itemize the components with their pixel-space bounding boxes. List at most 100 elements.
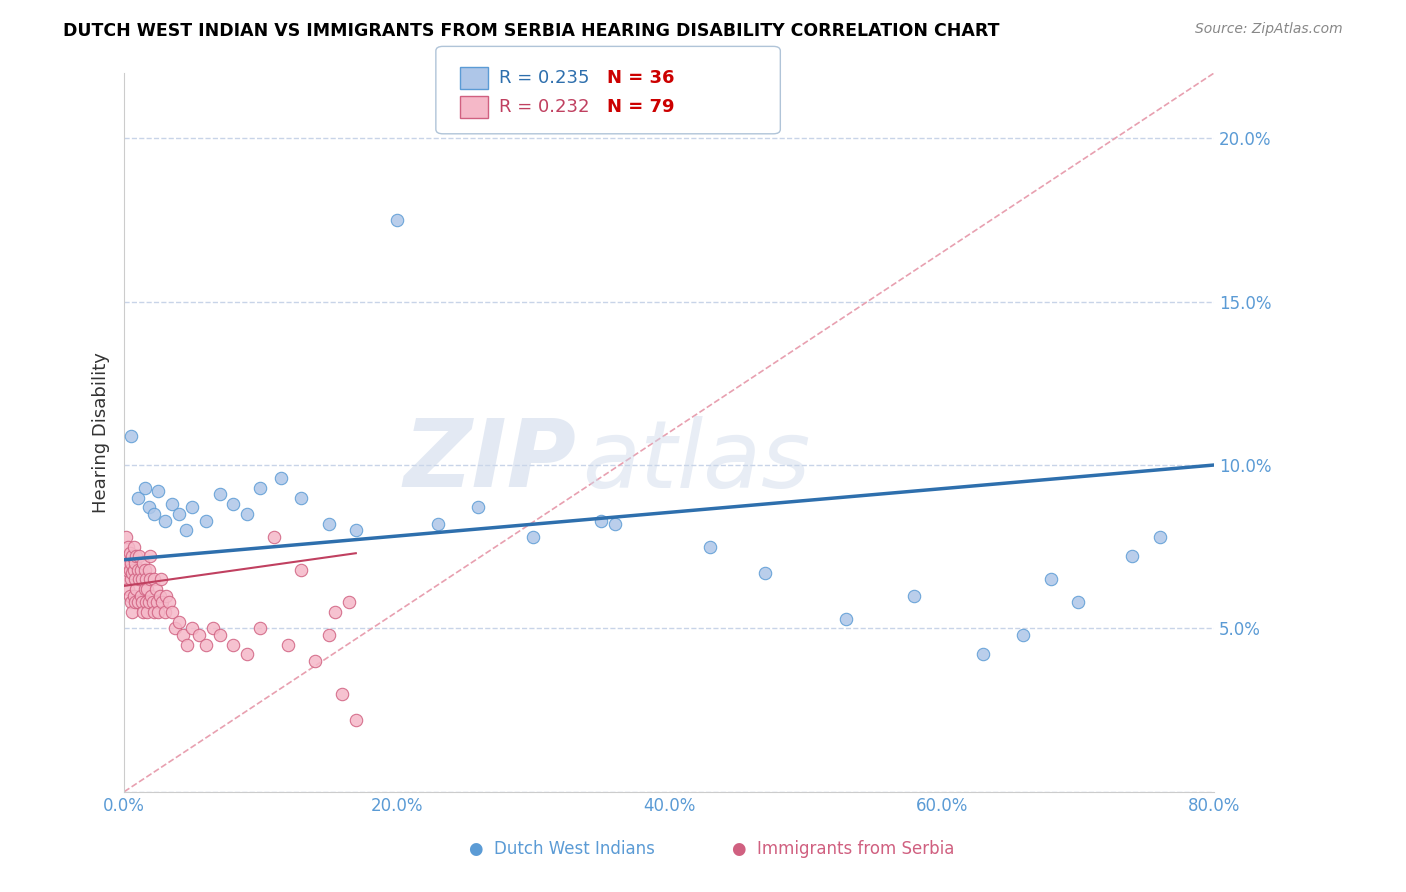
Text: N = 36: N = 36	[607, 69, 675, 87]
Point	[522, 530, 544, 544]
Point	[124, 595, 146, 609]
Point	[160, 605, 183, 619]
Point	[132, 605, 155, 619]
Point	[208, 487, 231, 501]
Point	[1149, 530, 1171, 544]
Point	[149, 589, 172, 603]
Point	[125, 549, 148, 564]
Point	[181, 500, 204, 515]
Point	[344, 524, 367, 538]
Point	[270, 471, 292, 485]
Text: atlas: atlas	[582, 416, 810, 507]
Point	[124, 556, 146, 570]
Point	[263, 530, 285, 544]
Point	[325, 605, 347, 619]
Text: ●  Dutch West Indians: ● Dutch West Indians	[470, 840, 655, 858]
Point	[167, 507, 190, 521]
Point	[385, 213, 408, 227]
Point	[194, 638, 217, 652]
Point	[134, 481, 156, 495]
Y-axis label: Hearing Disability: Hearing Disability	[93, 352, 110, 513]
Point	[141, 589, 163, 603]
Point	[1121, 549, 1143, 564]
Text: R = 0.232: R = 0.232	[499, 98, 589, 116]
Point	[330, 687, 353, 701]
Point	[139, 572, 162, 586]
Point	[139, 549, 162, 564]
Point	[153, 514, 176, 528]
Point	[426, 516, 449, 531]
Point	[249, 621, 271, 635]
Point	[124, 572, 146, 586]
Point	[188, 628, 211, 642]
Point	[117, 582, 139, 596]
Point	[134, 582, 156, 596]
Point	[117, 556, 139, 570]
Point	[699, 540, 721, 554]
Point	[163, 621, 186, 635]
Point	[129, 563, 152, 577]
Point	[138, 500, 160, 515]
Point	[131, 595, 153, 609]
Point	[150, 572, 173, 586]
Point	[208, 628, 231, 642]
Point	[181, 621, 204, 635]
Point	[145, 582, 167, 596]
Point	[1012, 628, 1035, 642]
Point	[150, 595, 173, 609]
Text: DUTCH WEST INDIAN VS IMMIGRANTS FROM SERBIA HEARING DISABILITY CORRELATION CHART: DUTCH WEST INDIAN VS IMMIGRANTS FROM SER…	[63, 22, 1000, 40]
Point	[117, 540, 139, 554]
Point	[135, 595, 157, 609]
Point	[972, 648, 994, 662]
Point	[344, 713, 367, 727]
Point	[127, 595, 149, 609]
Point	[136, 605, 159, 619]
Point	[194, 514, 217, 528]
Point	[131, 572, 153, 586]
Point	[142, 595, 165, 609]
Point	[903, 589, 925, 603]
Text: R = 0.235: R = 0.235	[499, 69, 589, 87]
Point	[121, 549, 143, 564]
Point	[146, 595, 169, 609]
Point	[134, 563, 156, 577]
Text: Source: ZipAtlas.com: Source: ZipAtlas.com	[1195, 22, 1343, 37]
Point	[172, 628, 194, 642]
Point	[120, 556, 142, 570]
Point	[121, 605, 143, 619]
Point	[201, 621, 224, 635]
Point	[155, 589, 177, 603]
Point	[128, 549, 150, 564]
Point	[176, 638, 198, 652]
Point	[122, 563, 145, 577]
Point	[138, 563, 160, 577]
Text: ●  Immigrants from Serbia: ● Immigrants from Serbia	[733, 840, 955, 858]
Point	[114, 572, 136, 586]
Point	[115, 549, 138, 564]
Point	[249, 481, 271, 495]
Point	[835, 611, 858, 625]
Point	[160, 497, 183, 511]
Point	[222, 638, 245, 652]
Point	[318, 628, 340, 642]
Point	[337, 595, 360, 609]
Point	[115, 563, 138, 577]
Point	[125, 582, 148, 596]
Point	[127, 563, 149, 577]
Point	[132, 556, 155, 570]
Point	[467, 500, 489, 515]
Point	[589, 514, 612, 528]
Point	[120, 428, 142, 442]
Point	[129, 589, 152, 603]
Point	[143, 507, 166, 521]
Point	[153, 605, 176, 619]
Point	[236, 507, 259, 521]
Point	[754, 566, 776, 580]
Point	[148, 484, 170, 499]
Point	[128, 572, 150, 586]
Point	[122, 589, 145, 603]
Point	[136, 582, 159, 596]
Point	[143, 572, 166, 586]
Point	[290, 491, 312, 505]
Point	[122, 540, 145, 554]
